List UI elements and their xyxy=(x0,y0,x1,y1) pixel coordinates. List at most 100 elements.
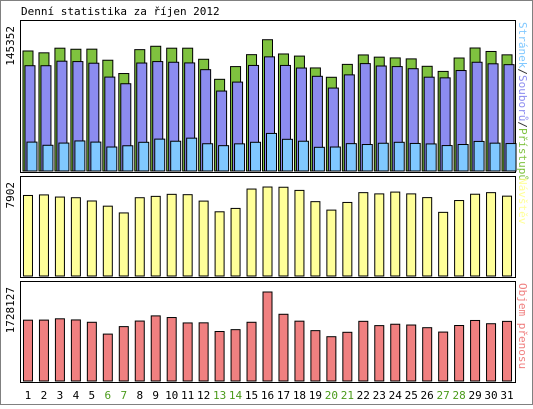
chart-title: Denní statistika za říjen 2012 xyxy=(21,5,220,18)
bar-volume-0-11 xyxy=(182,322,193,382)
bar-visits-0-4 xyxy=(70,197,81,277)
bar-traffic-2-2 xyxy=(42,144,54,172)
bar-volume-0-16 xyxy=(262,291,273,382)
x-tick-label-28: 28 xyxy=(452,389,465,402)
bar-visits-0-27 xyxy=(438,211,449,277)
bar-volume-0-19 xyxy=(310,330,321,382)
bar-traffic-2-24 xyxy=(393,141,405,172)
bar-visits-0-23 xyxy=(374,193,385,277)
x-tick-label-10: 10 xyxy=(165,389,178,402)
bar-visits-0-20 xyxy=(326,209,337,277)
panel-frame-visits xyxy=(20,176,516,278)
x-tick-label-16: 16 xyxy=(261,389,274,402)
bar-visits-0-26 xyxy=(422,197,433,277)
bar-traffic-2-27 xyxy=(441,145,453,172)
bar-volume-0-12 xyxy=(198,322,209,382)
bar-volume-0-24 xyxy=(390,323,401,382)
x-tick-label-5: 5 xyxy=(89,389,96,402)
bar-traffic-2-29 xyxy=(473,140,485,172)
bar-visits-0-31 xyxy=(502,195,513,277)
bar-traffic-2-1 xyxy=(26,141,38,172)
y-axis-max-label-traffic: 145352 xyxy=(4,26,17,66)
bar-volume-0-22 xyxy=(358,320,369,382)
bar-traffic-2-20 xyxy=(329,146,341,172)
bar-visits-0-19 xyxy=(310,201,321,277)
bar-visits-0-6 xyxy=(102,205,113,277)
x-tick-label-17: 17 xyxy=(277,389,290,402)
bar-traffic-2-6 xyxy=(106,146,118,172)
bar-volume-0-3 xyxy=(54,318,65,382)
bar-traffic-2-23 xyxy=(377,142,389,172)
bar-visits-0-17 xyxy=(278,186,289,277)
bar-visits-0-21 xyxy=(342,201,353,277)
x-tick-label-13: 13 xyxy=(213,389,226,402)
x-tick-label-22: 22 xyxy=(357,389,370,402)
bar-traffic-2-16 xyxy=(266,132,277,172)
bar-traffic-2-11 xyxy=(186,137,198,172)
x-tick-label-26: 26 xyxy=(421,389,434,402)
bar-visits-0-15 xyxy=(246,188,257,277)
bar-traffic-2-13 xyxy=(218,145,230,172)
x-tick-label-3: 3 xyxy=(57,389,64,402)
bar-volume-0-31 xyxy=(502,320,513,382)
bar-traffic-2-4 xyxy=(74,140,86,172)
bar-traffic-2-12 xyxy=(202,143,214,172)
x-tick-label-19: 19 xyxy=(309,389,322,402)
bar-visits-0-5 xyxy=(86,200,97,277)
x-tick-label-27: 27 xyxy=(437,389,450,402)
x-tick-label-31: 31 xyxy=(500,389,513,402)
bar-visits-0-12 xyxy=(198,200,209,277)
bar-visits-0-9 xyxy=(150,195,161,277)
x-tick-label-11: 11 xyxy=(181,389,194,402)
bar-traffic-2-17 xyxy=(281,138,293,172)
bar-traffic-2-21 xyxy=(345,143,357,172)
bar-volume-0-25 xyxy=(406,324,417,382)
bar-traffic-2-28 xyxy=(457,144,469,172)
x-tick-label-20: 20 xyxy=(325,389,338,402)
x-tick-label-29: 29 xyxy=(468,389,481,402)
legend-entry-volume-0: Objem přenosu xyxy=(516,283,529,369)
bar-volume-0-26 xyxy=(422,327,433,382)
x-tick-label-7: 7 xyxy=(120,389,127,402)
bar-traffic-2-8 xyxy=(138,141,150,172)
bar-traffic-2-19 xyxy=(313,146,325,172)
x-tick-label-9: 9 xyxy=(152,389,159,402)
panel-volume: 1728127 Objem přenosu xyxy=(4,281,529,383)
x-tick-label-2: 2 xyxy=(41,389,48,402)
bar-traffic-2-3 xyxy=(58,142,70,172)
bar-volume-0-14 xyxy=(230,329,241,382)
panel-frame-volume xyxy=(20,281,516,383)
x-tick-label-14: 14 xyxy=(229,389,243,402)
bar-traffic-2-26 xyxy=(425,143,437,172)
bar-volume-0-7 xyxy=(118,326,129,382)
x-tick-label-30: 30 xyxy=(484,389,497,402)
bar-traffic-2-14 xyxy=(234,143,246,172)
x-tick-label-21: 21 xyxy=(341,389,354,402)
bar-volume-0-6 xyxy=(102,333,113,382)
bar-visits-0-7 xyxy=(118,212,129,277)
bar-visits-0-22 xyxy=(358,192,369,277)
legend-visits: Návštěv xyxy=(516,178,529,225)
x-tick-label-8: 8 xyxy=(136,389,143,402)
bar-visits-0-1 xyxy=(22,194,33,277)
bar-visits-0-28 xyxy=(454,200,465,277)
bar-traffic-2-30 xyxy=(489,142,501,172)
x-tick-label-12: 12 xyxy=(197,389,210,402)
bar-traffic-2-7 xyxy=(122,145,134,172)
legend-entry-traffic-4: Přístupů xyxy=(516,128,529,181)
legend-volume: Objem přenosu xyxy=(516,283,529,369)
bar-volume-0-5 xyxy=(86,321,97,382)
bar-volume-0-27 xyxy=(438,331,449,382)
bar-volume-0-9 xyxy=(150,315,161,382)
bar-visits-0-29 xyxy=(470,193,481,277)
bar-visits-0-14 xyxy=(230,207,241,277)
x-tick-label-18: 18 xyxy=(293,389,306,402)
bar-traffic-2-10 xyxy=(170,140,182,172)
bar-volume-0-1 xyxy=(22,319,33,382)
bar-traffic-2-31 xyxy=(505,143,517,172)
y-axis-max-label-visits: 7902 xyxy=(4,182,17,209)
legend-entry-traffic-0: Stránek xyxy=(516,22,529,69)
bar-visits-0-25 xyxy=(406,193,417,277)
